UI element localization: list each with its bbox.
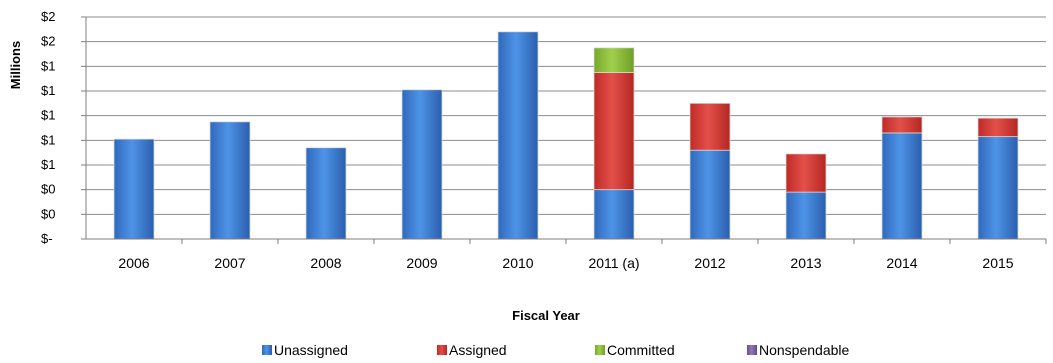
bar-assigned-2015 (977, 117, 1019, 138)
x-tick-label: 2009 (406, 255, 437, 271)
y-tick-label: $1 (41, 132, 55, 147)
legend-label-committed: Committed (607, 342, 675, 358)
y-axis-title: Millions (8, 41, 23, 89)
x-tick-label: 2010 (502, 255, 533, 271)
y-tick-label: $- (41, 231, 53, 246)
bar-assigned-2011a (593, 72, 635, 191)
x-tick-label: 2013 (790, 255, 821, 271)
bar-assigned-2014 (881, 116, 923, 134)
y-tick-label: $1 (41, 157, 55, 172)
legend-swatch-committed (595, 345, 605, 355)
bar-unassigned-2015 (977, 136, 1019, 240)
bar-unassigned-2008 (305, 147, 347, 240)
bar-unassigned-2007 (209, 121, 251, 240)
bar-unassigned-2012 (689, 149, 731, 240)
bar-unassigned-2006 (113, 138, 155, 240)
bars (113, 31, 1019, 240)
bar-committed-2011a (593, 47, 635, 73)
y-tick-label: $0 (41, 182, 55, 197)
bar-unassigned-2009 (401, 89, 443, 240)
x-axis-title: Fiscal Year (512, 308, 580, 323)
legend-label-unassigned: Unassigned (274, 342, 348, 358)
y-tick-label: $2 (41, 9, 55, 24)
legend-label-nonspendable: Nonspendable (759, 342, 850, 358)
x-tick-label: 2012 (694, 255, 725, 271)
y-axis-ticks: $- $0 $0 $1 $1 $1 $1 $1 $2 $2 (41, 9, 86, 246)
bar-unassigned-2013 (785, 191, 827, 240)
legend-swatch-assigned (437, 345, 447, 355)
bar-unassigned-2010 (497, 31, 539, 240)
y-tick-label: $0 (41, 206, 55, 221)
legend: Unassigned Assigned Committed Nonspendable (262, 342, 850, 358)
legend-swatch-unassigned (262, 345, 272, 355)
x-tick-label: 2015 (982, 255, 1013, 271)
x-tick-label: 2014 (886, 255, 917, 271)
bar-assigned-2012 (689, 102, 731, 151)
y-tick-label: $1 (41, 108, 55, 123)
y-tick-label: $1 (41, 58, 55, 73)
x-axis-ticks: 2006 2007 2008 2009 2010 2011 (a) 2012 2013 2014… (118, 239, 1047, 271)
legend-label-assigned: Assigned (449, 342, 507, 358)
bar-unassigned-2014 (881, 132, 923, 240)
y-tick-label: $2 (41, 34, 55, 49)
x-tick-label: 2006 (118, 255, 149, 271)
y-tick-label: $1 (41, 83, 55, 98)
legend-swatch-nonspendable (747, 345, 757, 355)
bar-unassigned-2011a (593, 189, 635, 240)
x-tick-label: 2008 (310, 255, 341, 271)
bar-assigned-2013 (785, 153, 827, 193)
x-tick-label: 2011 (a) (588, 255, 639, 271)
x-tick-label: 2007 (214, 255, 245, 271)
